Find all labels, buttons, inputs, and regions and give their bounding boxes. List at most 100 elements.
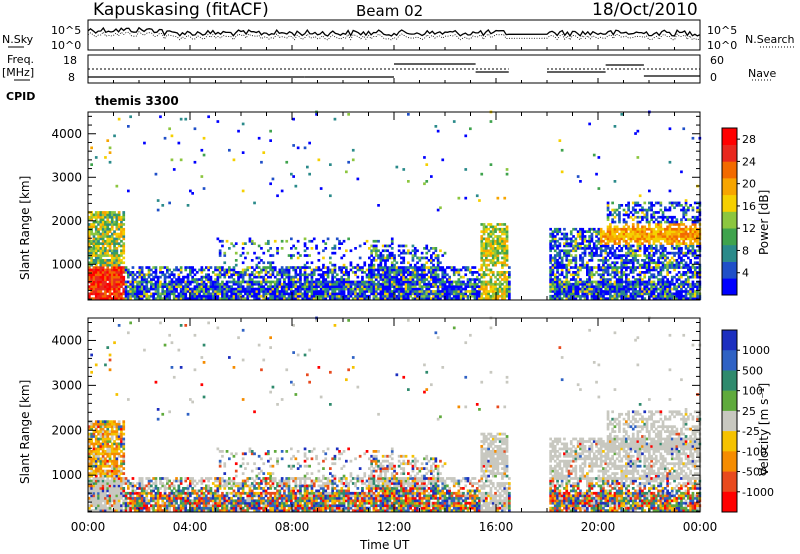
- power-cell: [588, 230, 591, 233]
- power-cell: [581, 263, 585, 267]
- power-cell: [166, 294, 169, 298]
- power-cell: [177, 278, 181, 281]
- power-cell: [666, 235, 669, 238]
- power-cell: [439, 297, 442, 300]
- power-cell: [579, 278, 582, 281]
- power-cell: [172, 275, 176, 279]
- power-cell: [508, 266, 511, 269]
- power-cell: [491, 285, 495, 288]
- power-cell: [643, 244, 647, 248]
- power-cell: [648, 251, 651, 255]
- power-cell: [482, 232, 486, 236]
- power-cell: [560, 263, 564, 267]
- power-cell: [673, 223, 676, 226]
- vel-cell: [97, 506, 100, 510]
- power-cell: [599, 282, 603, 286]
- power-cell: [101, 254, 105, 257]
- power-cell: [503, 290, 507, 293]
- power-cell: [691, 235, 695, 238]
- power-cell: [106, 263, 110, 267]
- power-cell: [294, 184, 298, 188]
- power-cell: [650, 294, 653, 298]
- power-cell: [246, 280, 250, 284]
- power-cell: [163, 290, 167, 293]
- power-cell: [189, 287, 192, 291]
- power-cell: [113, 256, 116, 260]
- power-cell: [597, 292, 601, 296]
- power-cell: [97, 273, 100, 277]
- power-cell: [310, 294, 314, 298]
- power-cell: [446, 280, 449, 284]
- power-cell: [306, 266, 309, 269]
- power-cell: [310, 271, 314, 274]
- power-cell: [599, 251, 603, 255]
- power-cell: [349, 249, 353, 253]
- power-cell: [574, 287, 578, 291]
- power-cell: [115, 220, 119, 224]
- power-cell: [684, 278, 688, 281]
- power-cell: [110, 211, 114, 214]
- vel-cell: [88, 452, 91, 456]
- power-cell: [549, 282, 552, 286]
- power-cell: [443, 251, 447, 255]
- power-cell: [122, 249, 126, 253]
- power-cell: [494, 256, 497, 260]
- power-cell: [322, 239, 325, 243]
- power-cell: [551, 287, 555, 291]
- power-cell: [613, 273, 617, 277]
- power-cell: [92, 282, 96, 286]
- power-cell: [88, 249, 91, 253]
- power-cell: [299, 287, 302, 291]
- power-cell: [599, 237, 603, 241]
- power-cell: [184, 268, 188, 272]
- power-cell: [652, 287, 656, 291]
- power-cell: [668, 206, 672, 210]
- power-cell: [592, 254, 596, 257]
- power-cell: [638, 230, 642, 233]
- power-cell: [202, 280, 206, 284]
- power-cell: [90, 290, 93, 293]
- power-cell: [581, 251, 585, 255]
- power-cell: [611, 235, 614, 238]
- power-cell: [168, 292, 171, 296]
- power-cell: [423, 275, 426, 279]
- power-cell: [390, 275, 394, 279]
- power-cell: [664, 263, 667, 267]
- power-cell: [680, 294, 683, 298]
- power-cell: [645, 282, 649, 286]
- power-cell: [104, 292, 107, 296]
- power-cell: [680, 247, 683, 250]
- power-cell: [120, 266, 123, 269]
- power-cell: [634, 256, 637, 260]
- power-cell: [459, 285, 463, 288]
- power-cell: [450, 297, 454, 300]
- power-cell: [168, 287, 171, 291]
- power-cell: [404, 251, 408, 255]
- power-cell: [572, 266, 575, 269]
- power-cell: [384, 249, 387, 253]
- power-cell: [634, 251, 637, 255]
- power-cell: [588, 242, 591, 245]
- power-cell: [491, 282, 495, 286]
- power-cell: [276, 278, 279, 281]
- power-cell: [113, 244, 116, 248]
- power-cell: [97, 294, 100, 298]
- power-cell: [505, 275, 509, 279]
- power-cell: [590, 235, 594, 238]
- power-cell: [641, 230, 644, 233]
- power-cell: [124, 271, 128, 274]
- power-cell: [283, 273, 286, 277]
- power-cell: [615, 254, 619, 257]
- power-cell: [92, 239, 96, 243]
- power-cell: [223, 297, 227, 300]
- power-cell: [276, 297, 279, 300]
- power-cell: [602, 244, 605, 248]
- power-cell: [290, 287, 293, 291]
- power-cell: [345, 266, 348, 269]
- power-cell: [682, 263, 686, 267]
- power-cell: [159, 297, 162, 300]
- power-cell: [312, 297, 316, 300]
- power-cell: [361, 285, 364, 288]
- power-cell: [480, 235, 484, 238]
- power-cell: [489, 287, 493, 291]
